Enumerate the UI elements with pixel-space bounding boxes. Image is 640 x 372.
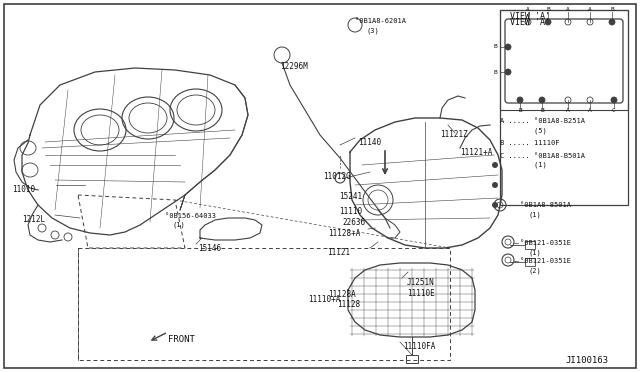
Text: 22636: 22636 <box>342 218 365 227</box>
Text: 11128A: 11128A <box>328 290 356 299</box>
Text: B: B <box>493 70 497 74</box>
Text: 1212L: 1212L <box>22 215 45 224</box>
Text: B: B <box>546 7 550 12</box>
Circle shape <box>609 19 615 25</box>
Text: 11110+A: 11110+A <box>308 295 340 304</box>
Text: A: A <box>566 7 570 12</box>
Text: A: A <box>526 7 530 12</box>
Text: (1): (1) <box>500 162 547 169</box>
Text: C: C <box>612 108 616 113</box>
Text: B: B <box>610 7 614 12</box>
Text: °0B121-0351E: °0B121-0351E <box>520 258 571 264</box>
Text: B: B <box>540 108 544 113</box>
Bar <box>500 10 628 110</box>
Bar <box>525 241 535 249</box>
Text: 11121+A: 11121+A <box>460 148 492 157</box>
Bar <box>500 10 628 205</box>
Text: 11128+A: 11128+A <box>328 229 360 238</box>
Text: FRONT: FRONT <box>168 335 195 344</box>
Text: A: A <box>566 108 570 113</box>
Text: °0B121-0351E: °0B121-0351E <box>520 240 571 246</box>
Text: 12296M: 12296M <box>280 62 308 71</box>
Text: °0B156-64033: °0B156-64033 <box>165 213 216 219</box>
Circle shape <box>539 97 545 103</box>
Text: 11110E: 11110E <box>407 289 435 298</box>
Text: B ..... 11110F: B ..... 11110F <box>500 140 559 146</box>
Text: JI100163: JI100163 <box>565 356 608 365</box>
Text: (1): (1) <box>172 222 185 228</box>
Text: J1251N: J1251N <box>407 278 435 287</box>
Text: 11010: 11010 <box>12 185 35 194</box>
Bar <box>525 258 535 266</box>
Text: °0B1A8-8501A: °0B1A8-8501A <box>520 202 571 208</box>
Bar <box>406 355 418 363</box>
Text: 11110FA: 11110FA <box>403 342 435 351</box>
Circle shape <box>517 97 523 103</box>
Circle shape <box>492 202 498 208</box>
Text: VIEW 'A': VIEW 'A' <box>510 12 550 21</box>
Text: 11121: 11121 <box>327 248 350 257</box>
Circle shape <box>611 97 617 103</box>
Circle shape <box>505 44 511 50</box>
Text: B: B <box>493 45 497 49</box>
Text: 11140: 11140 <box>358 138 381 147</box>
Text: 11128: 11128 <box>337 300 360 309</box>
Text: 11110: 11110 <box>339 207 362 216</box>
Text: A: A <box>588 7 592 12</box>
Text: (3): (3) <box>367 28 380 35</box>
Text: VIEW 'A': VIEW 'A' <box>510 18 550 27</box>
Text: A ..... °0B1A8-B251A: A ..... °0B1A8-B251A <box>500 118 585 124</box>
Text: 15146: 15146 <box>198 244 221 253</box>
Text: 11121Z: 11121Z <box>440 130 468 139</box>
Text: C ..... °0B1A8-B501A: C ..... °0B1A8-B501A <box>500 153 585 159</box>
Text: B: B <box>518 108 522 113</box>
Text: 15241: 15241 <box>339 192 362 201</box>
Text: (1): (1) <box>528 212 541 218</box>
Circle shape <box>492 182 498 188</box>
Text: 11012G: 11012G <box>323 172 351 181</box>
Text: (1): (1) <box>528 250 541 257</box>
Text: (2): (2) <box>528 268 541 275</box>
Circle shape <box>492 162 498 168</box>
Text: °0B1A8-6201A: °0B1A8-6201A <box>355 18 406 24</box>
Circle shape <box>545 19 551 25</box>
Text: A: A <box>588 108 592 113</box>
Circle shape <box>505 69 511 75</box>
Text: (5): (5) <box>500 127 547 134</box>
